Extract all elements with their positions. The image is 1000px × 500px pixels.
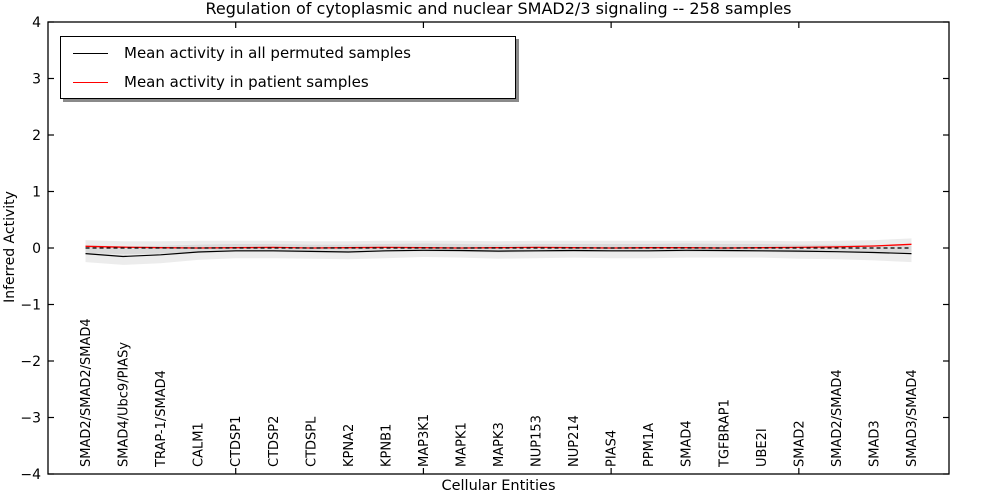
x-category-label: KPNA2 [342, 424, 357, 467]
legend-label-permuted: Mean activity in all permuted samples [124, 44, 411, 62]
x-category-label: TRAP-1/SMAD4 [154, 370, 169, 468]
permuted-samples-band [85, 243, 912, 265]
chart-title: Regulation of cytoplasmic and nuclear SM… [205, 0, 792, 18]
y-tick-label: −1 [20, 298, 41, 314]
x-category-label: SMAD3/SMAD4 [905, 369, 920, 467]
y-tick-label: −3 [20, 411, 41, 427]
x-category-label: PIAS4 [605, 430, 620, 467]
x-category-label: CTDSPL [304, 416, 319, 467]
x-category-label: KPNB1 [379, 424, 394, 467]
permuted-mean-line [85, 249, 912, 258]
legend: Mean activity in all permuted samples Me… [60, 36, 516, 99]
x-category-label: MAP3K1 [417, 414, 432, 467]
y-axis-label: Inferred Activity [2, 191, 18, 303]
y-tick-label: −2 [20, 354, 41, 370]
x-category-label: PPM1A [642, 423, 657, 467]
x-category-label: CTDSP2 [267, 416, 282, 467]
x-category-label: SMAD4/Ubc9/PIASy [117, 342, 132, 467]
y-tick-label: 3 [32, 72, 41, 88]
legend-label-patient: Mean activity in patient samples [124, 73, 369, 91]
y-tick-label: 1 [32, 185, 41, 201]
x-category-label: TGFBRAP1 [717, 399, 732, 468]
x-category-label: SMAD2/SMAD4 [830, 369, 845, 467]
patient-line-sample-icon [73, 81, 108, 83]
x-category-label: SMAD2 [792, 420, 807, 467]
x-category-label: SMAD3 [867, 420, 882, 467]
x-category-label: UBE2I [755, 428, 770, 467]
x-category-label: SMAD2/SMAD2/SMAD4 [79, 318, 94, 467]
x-category-label: CALM1 [192, 422, 207, 467]
permuted-line-sample-icon [73, 52, 108, 54]
y-tick-label: 0 [32, 241, 41, 257]
legend-item-patient: Mean activity in patient samples [61, 69, 515, 95]
x-category-label: NUP214 [567, 415, 582, 467]
x-category-label: MAPK1 [455, 422, 470, 467]
legend-item-permuted: Mean activity in all permuted samples [61, 40, 515, 66]
x-category-label: NUP153 [530, 415, 545, 467]
x-category-label: SMAD4 [680, 420, 695, 467]
y-tick-label: 2 [32, 128, 41, 144]
y-tick-label: 4 [32, 15, 41, 31]
x-category-label: CTDSP1 [229, 416, 244, 467]
y-tick-label: −4 [20, 467, 41, 483]
x-axis-label: Cellular Entities [441, 478, 556, 494]
x-category-label: MAPK3 [492, 422, 507, 467]
